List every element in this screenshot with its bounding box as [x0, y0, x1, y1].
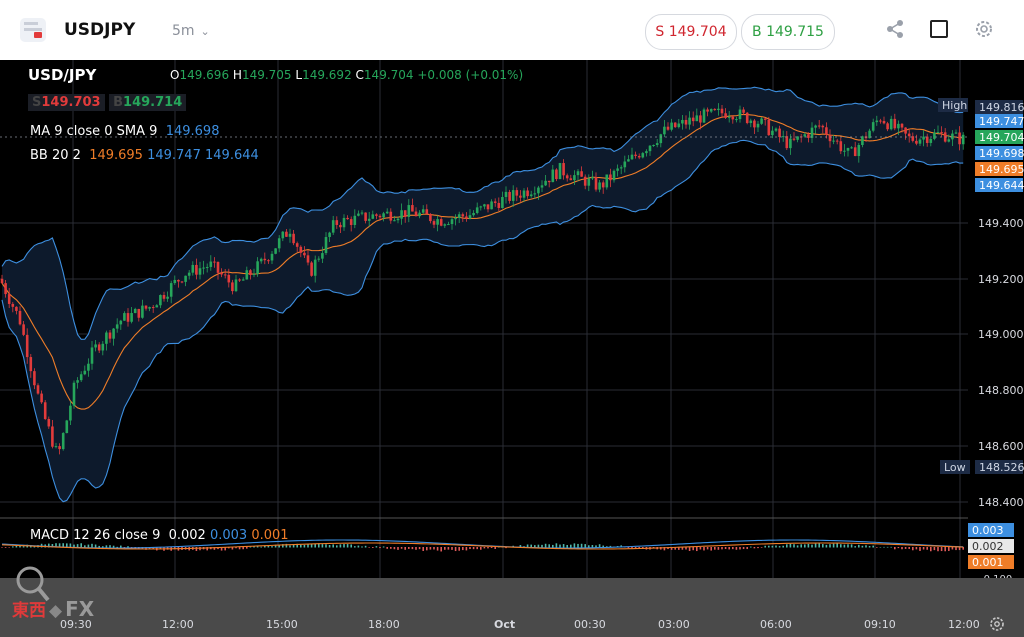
top-bar: USDJPY 5m ⌄ S 149.704 B 149.715 [0, 0, 1024, 60]
price-badge [975, 162, 1023, 176]
price-badge-text: 149.704 [979, 131, 1024, 144]
price-chart[interactable]: 149.400 149.200 149.000 148.800 148.600 148.4… [0, 60, 1024, 578]
price-badge-text: 149.644 [979, 179, 1024, 192]
time-axis-label: 09:30 [60, 618, 92, 631]
price-tick-label: 148.800 [978, 384, 1024, 397]
high-price-badge [975, 100, 1023, 114]
time-axis-label: 12:00 [162, 618, 194, 631]
magnifier-icon[interactable] [8, 562, 52, 606]
ma-legend[interactable]: MA 9 close 0 SMA 9 149.698 [30, 124, 220, 139]
low-price-badge [975, 460, 1023, 474]
price-badge-text: 149.695 [979, 163, 1024, 176]
low-price-badge-text: 148.526 [979, 461, 1024, 474]
chevron-down-icon: ⌄ [200, 25, 210, 38]
macd-badge-text: 0.001 [972, 556, 1004, 569]
time-axis-label: 09:10 [864, 618, 896, 631]
timeframe-value: 5m [172, 23, 195, 39]
settings-gear-icon[interactable] [973, 18, 995, 40]
bollinger-lower-line [1, 139, 964, 503]
candlesticks [0, 103, 965, 455]
buy-price-box[interactable]: B 149.714 [109, 94, 187, 111]
high-tag [938, 98, 968, 112]
bollinger-upper-line [1, 86, 964, 340]
pair-title: USD/JPY [28, 66, 97, 84]
price-badge-text: 149.698 [979, 147, 1024, 160]
buy-button[interactable]: B 149.715 [741, 14, 835, 50]
macd-badge [968, 539, 1014, 553]
sell-button[interactable]: S 149.704 [645, 14, 737, 50]
bid-ask-boxes: S 149.703 B 149.714 [28, 94, 187, 111]
price-badge [975, 146, 1023, 160]
sell-price-box[interactable]: S 149.703 [28, 94, 105, 111]
time-axis-label: 00:30 [574, 618, 606, 631]
price-tick-label: 148.400 [978, 496, 1024, 509]
macd-badge [968, 523, 1014, 537]
instrument-flag-icon [20, 18, 46, 42]
time-axis-label: 12:00 [948, 618, 980, 631]
price-tick-label: 148.600 [978, 440, 1024, 453]
symbol-title[interactable]: USDJPY [64, 20, 136, 40]
macd-tick-label: -0.100 [980, 574, 1012, 578]
timeframe-selector[interactable]: 5m ⌄ [172, 23, 210, 39]
time-axis-label: 06:00 [760, 618, 792, 631]
macd-badge [968, 555, 1014, 569]
high-price-badge-text: 149.816 [979, 101, 1024, 114]
axis-settings-gear-icon[interactable] [988, 615, 1006, 633]
bollinger-band-fill [2, 87, 964, 502]
time-axis-bar[interactable] [0, 578, 1024, 637]
share-icon[interactable] [884, 18, 906, 40]
time-axis-label: 03:00 [658, 618, 690, 631]
fullscreen-icon[interactable] [928, 18, 950, 40]
macd-badge-text: 0.003 [972, 524, 1004, 537]
price-tick-label: 149.200 [978, 273, 1024, 286]
watermark-logo: 東西 ◆ FX [12, 597, 95, 621]
price-badge [975, 178, 1023, 192]
price-tick-label: 149.000 [978, 328, 1024, 341]
bb-legend[interactable]: BB 20 2 149.695 149.747 149.644 [30, 148, 259, 163]
price-tick-label: 149.400 [978, 217, 1024, 230]
macd-badge-text: 0.002 [972, 540, 1004, 553]
ohlc-readout: O149.696 H149.705 L149.692 C149.704 +0.0… [170, 68, 524, 82]
time-axis-label: 18:00 [368, 618, 400, 631]
low-tag-text: Low [944, 461, 966, 474]
price-badge [975, 130, 1023, 144]
high-tag-text: High [942, 99, 967, 112]
price-axis: 149.400 149.200 149.000 148.800 148.600 148.4… [938, 98, 1024, 578]
low-tag [940, 460, 970, 474]
macd-signal-line [1, 542, 964, 550]
price-badge [975, 114, 1023, 128]
bollinger-middle-line [1, 113, 964, 410]
macd-legend[interactable]: MACD 12 26 close 9 0.002 0.003 0.001 [30, 528, 289, 543]
time-axis-label: Oct [494, 618, 516, 631]
time-axis-label: 15:00 [266, 618, 298, 631]
price-badge-text: 149.747 [979, 115, 1024, 128]
